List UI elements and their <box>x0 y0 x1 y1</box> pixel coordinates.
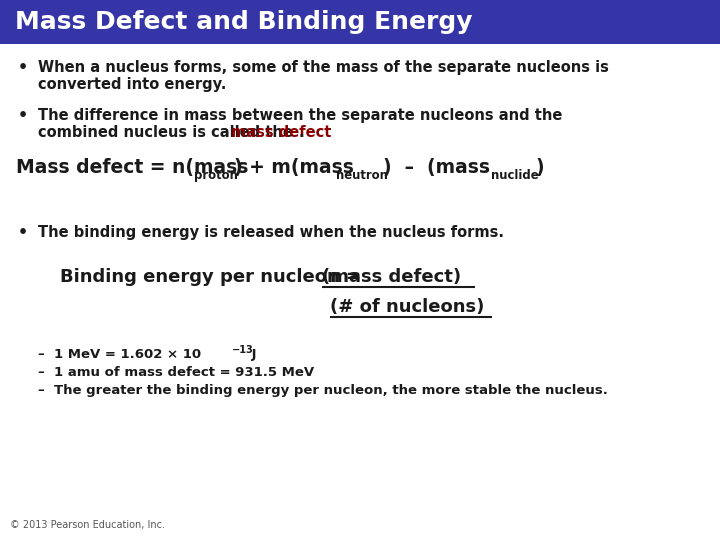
Text: J: J <box>247 348 256 361</box>
Text: Binding energy per nucleon =: Binding energy per nucleon = <box>60 268 367 286</box>
Text: .: . <box>299 125 305 140</box>
Text: The binding energy is released when the nucleus forms.: The binding energy is released when the … <box>38 225 504 240</box>
Text: •: • <box>18 108 28 123</box>
Text: When a nucleus forms, some of the mass of the separate nucleons is: When a nucleus forms, some of the mass o… <box>38 60 609 75</box>
Text: (mass defect): (mass defect) <box>322 268 461 286</box>
Text: Mass Defect and Binding Energy: Mass Defect and Binding Energy <box>15 10 472 34</box>
Text: mass defect: mass defect <box>231 125 331 140</box>
Text: combined nucleus is called the: combined nucleus is called the <box>38 125 298 140</box>
Text: converted into energy.: converted into energy. <box>38 77 226 92</box>
Text: (# of nucleons): (# of nucleons) <box>330 298 485 316</box>
FancyBboxPatch shape <box>0 0 720 44</box>
Text: –  1 MeV = 1.602 × 10: – 1 MeV = 1.602 × 10 <box>38 348 201 361</box>
Text: •: • <box>18 60 28 75</box>
Text: The difference in mass between the separate nucleons and the: The difference in mass between the separ… <box>38 108 562 123</box>
Text: –  1 amu of mass defect = 931.5 MeV: – 1 amu of mass defect = 931.5 MeV <box>38 366 314 379</box>
Text: –  The greater the binding energy per nucleon, the more stable the nucleus.: – The greater the binding energy per nuc… <box>38 384 608 397</box>
Text: −13: −13 <box>232 345 253 355</box>
Text: neutron: neutron <box>336 169 388 182</box>
Text: ): ) <box>535 158 544 177</box>
Text: proton: proton <box>194 169 238 182</box>
Text: )  –  (mass: ) – (mass <box>383 158 490 177</box>
Text: nuclide: nuclide <box>491 169 539 182</box>
Text: •: • <box>18 225 28 240</box>
Text: ) + m(mass: ) + m(mass <box>234 158 354 177</box>
Text: © 2013 Pearson Education, Inc.: © 2013 Pearson Education, Inc. <box>10 520 165 530</box>
Text: Mass defect = n(mass: Mass defect = n(mass <box>16 158 248 177</box>
